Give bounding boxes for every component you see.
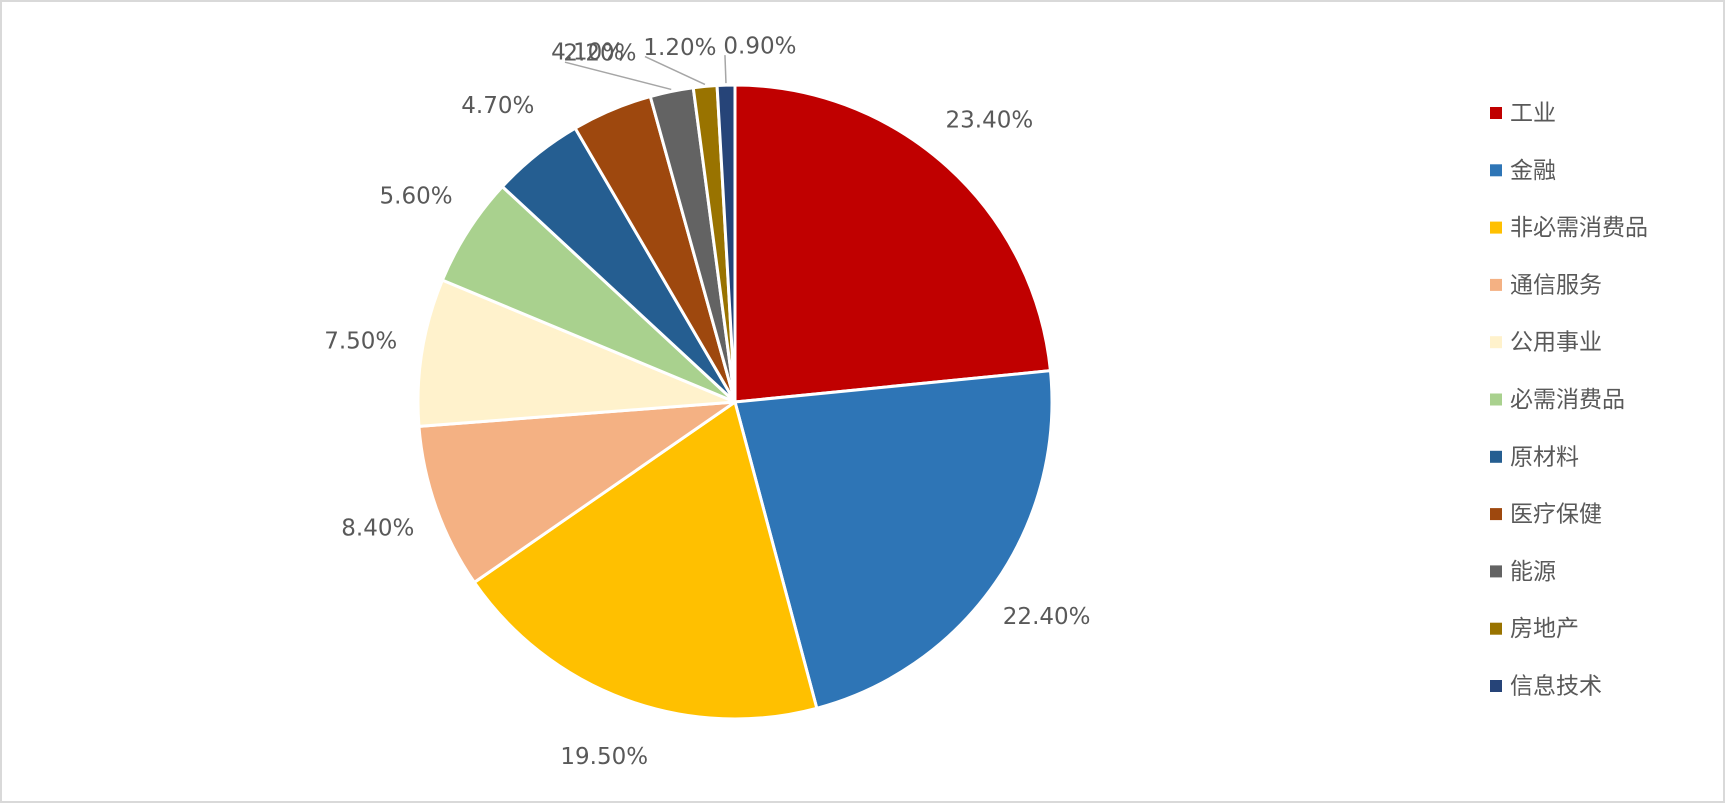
data-label: 1.20% xyxy=(643,35,716,61)
legend-marker xyxy=(1490,107,1502,119)
pie-slice xyxy=(733,83,1053,404)
legend-label: 原材料 xyxy=(1510,444,1579,470)
data-label: 23.40% xyxy=(946,108,1034,134)
leader-line xyxy=(724,55,727,84)
data-label: 22.40% xyxy=(1003,604,1091,630)
legend-label: 医疗保健 xyxy=(1510,502,1602,528)
data-label: 2.20% xyxy=(563,41,636,67)
legend-marker xyxy=(1490,680,1502,692)
leader-line xyxy=(644,55,706,86)
pie-slice xyxy=(417,400,741,585)
data-label: 4.70% xyxy=(461,93,534,119)
pie-slice xyxy=(715,83,737,403)
legend-marker xyxy=(1490,622,1502,635)
legend-label: 金融 xyxy=(1510,158,1556,184)
pie-slice xyxy=(733,369,1054,711)
legend-marker xyxy=(1490,336,1502,349)
data-label: 8.40% xyxy=(341,515,414,541)
pie-slice xyxy=(472,399,819,721)
legend-label: 通信服务 xyxy=(1510,272,1602,298)
legend-marker xyxy=(1490,565,1502,578)
data-label: 5.60% xyxy=(380,184,453,210)
legend-marker xyxy=(1490,450,1502,463)
data-label: 7.50% xyxy=(324,329,397,355)
pie-slice xyxy=(416,278,736,429)
legend-label: 公用事业 xyxy=(1510,330,1602,356)
data-label: 0.90% xyxy=(723,34,796,60)
leader-line xyxy=(564,61,672,91)
legend-label: 房地产 xyxy=(1510,616,1579,642)
legend-label: 非必需消费品 xyxy=(1510,215,1648,241)
legend-marker xyxy=(1490,164,1502,177)
legend-marker xyxy=(1490,393,1502,406)
legend-marker xyxy=(1490,278,1502,291)
legend-marker xyxy=(1490,508,1502,521)
legend-label: 信息技术 xyxy=(1510,674,1602,700)
legend-label: 必需消费品 xyxy=(1510,387,1625,413)
legend-label: 能源 xyxy=(1510,559,1556,585)
data-label: 19.50% xyxy=(560,744,648,770)
data-label: 4.10% xyxy=(551,39,624,65)
legend-label: 工业 xyxy=(1510,101,1556,127)
legend-marker xyxy=(1490,221,1502,234)
